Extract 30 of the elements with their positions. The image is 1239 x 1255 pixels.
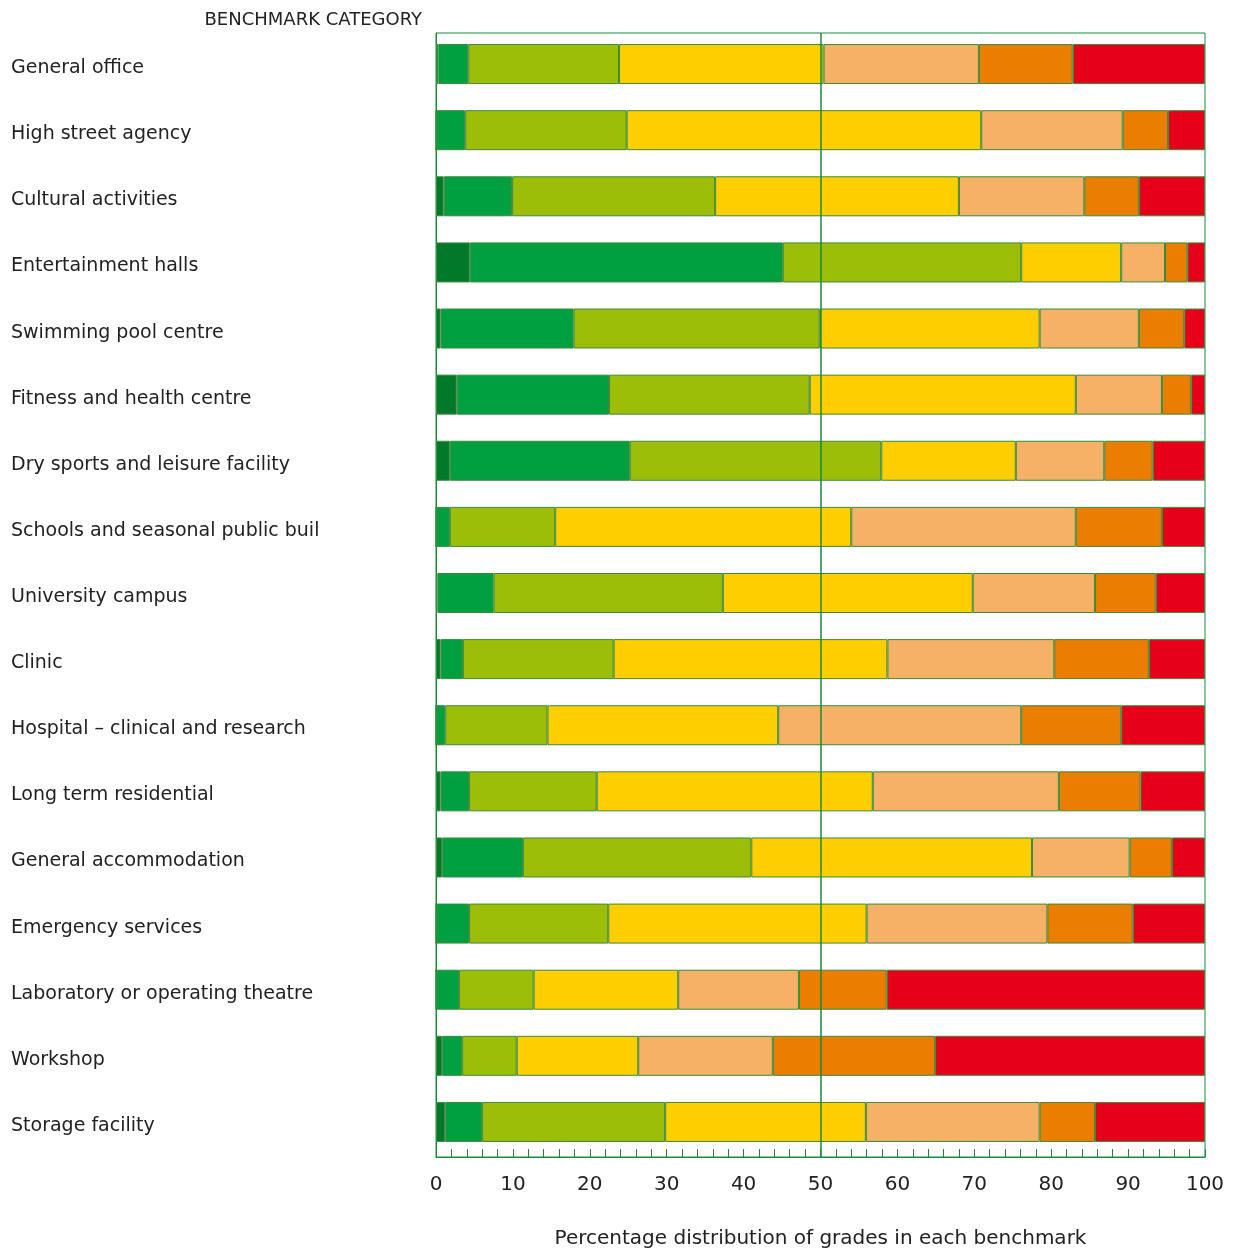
y-tick-label: Dry sports and leisure facility: [11, 451, 290, 474]
x-tick-label: 70: [961, 1171, 988, 1195]
x-tick-label: 30: [653, 1171, 680, 1195]
x-tick-label: 20: [577, 1171, 603, 1195]
y-tick-label: Emergency services: [11, 914, 203, 937]
x-tick-label: 50: [807, 1171, 834, 1195]
x-tick-label: 60: [884, 1171, 911, 1195]
y-tick-label: Long term residential: [11, 782, 214, 805]
y-tick-label: Schools and seasonal public buil: [11, 517, 320, 540]
y-tick-label: General office: [11, 55, 145, 78]
y-tick-label: Swimming pool centre: [11, 319, 224, 342]
y-tick-label: Hospital – clinical and research: [11, 716, 306, 739]
y-tick-label: Storage facility: [11, 1112, 155, 1135]
y-tick-label: University campus: [11, 584, 188, 606]
x-tick-label: 40: [730, 1171, 757, 1195]
y-tick-label: High street agency: [11, 121, 192, 144]
y-tick-label: Workshop: [11, 1046, 105, 1069]
x-tick-label: 100: [1185, 1171, 1225, 1195]
y-tick-label: Fitness and health centre: [11, 385, 252, 408]
y-tick-label: Clinic: [11, 650, 63, 673]
y-tick-label: Laboratory or operating theatre: [11, 980, 314, 1003]
x-tick-label: 0: [429, 1171, 443, 1195]
x-axis-title: Percentage distribution of grades in each benchmark: [554, 1225, 1087, 1249]
y-axis-title: BENCHMARK CATEGORY: [204, 7, 423, 29]
y-tick-label: Entertainment halls: [11, 253, 199, 276]
y-tick-label: General accommodation: [11, 848, 245, 871]
x-tick-label: 90: [1115, 1171, 1141, 1195]
x-tick-label: 80: [1038, 1171, 1064, 1195]
y-tick-label: Cultural activities: [11, 187, 178, 210]
x-tick-label: 10: [500, 1171, 526, 1195]
